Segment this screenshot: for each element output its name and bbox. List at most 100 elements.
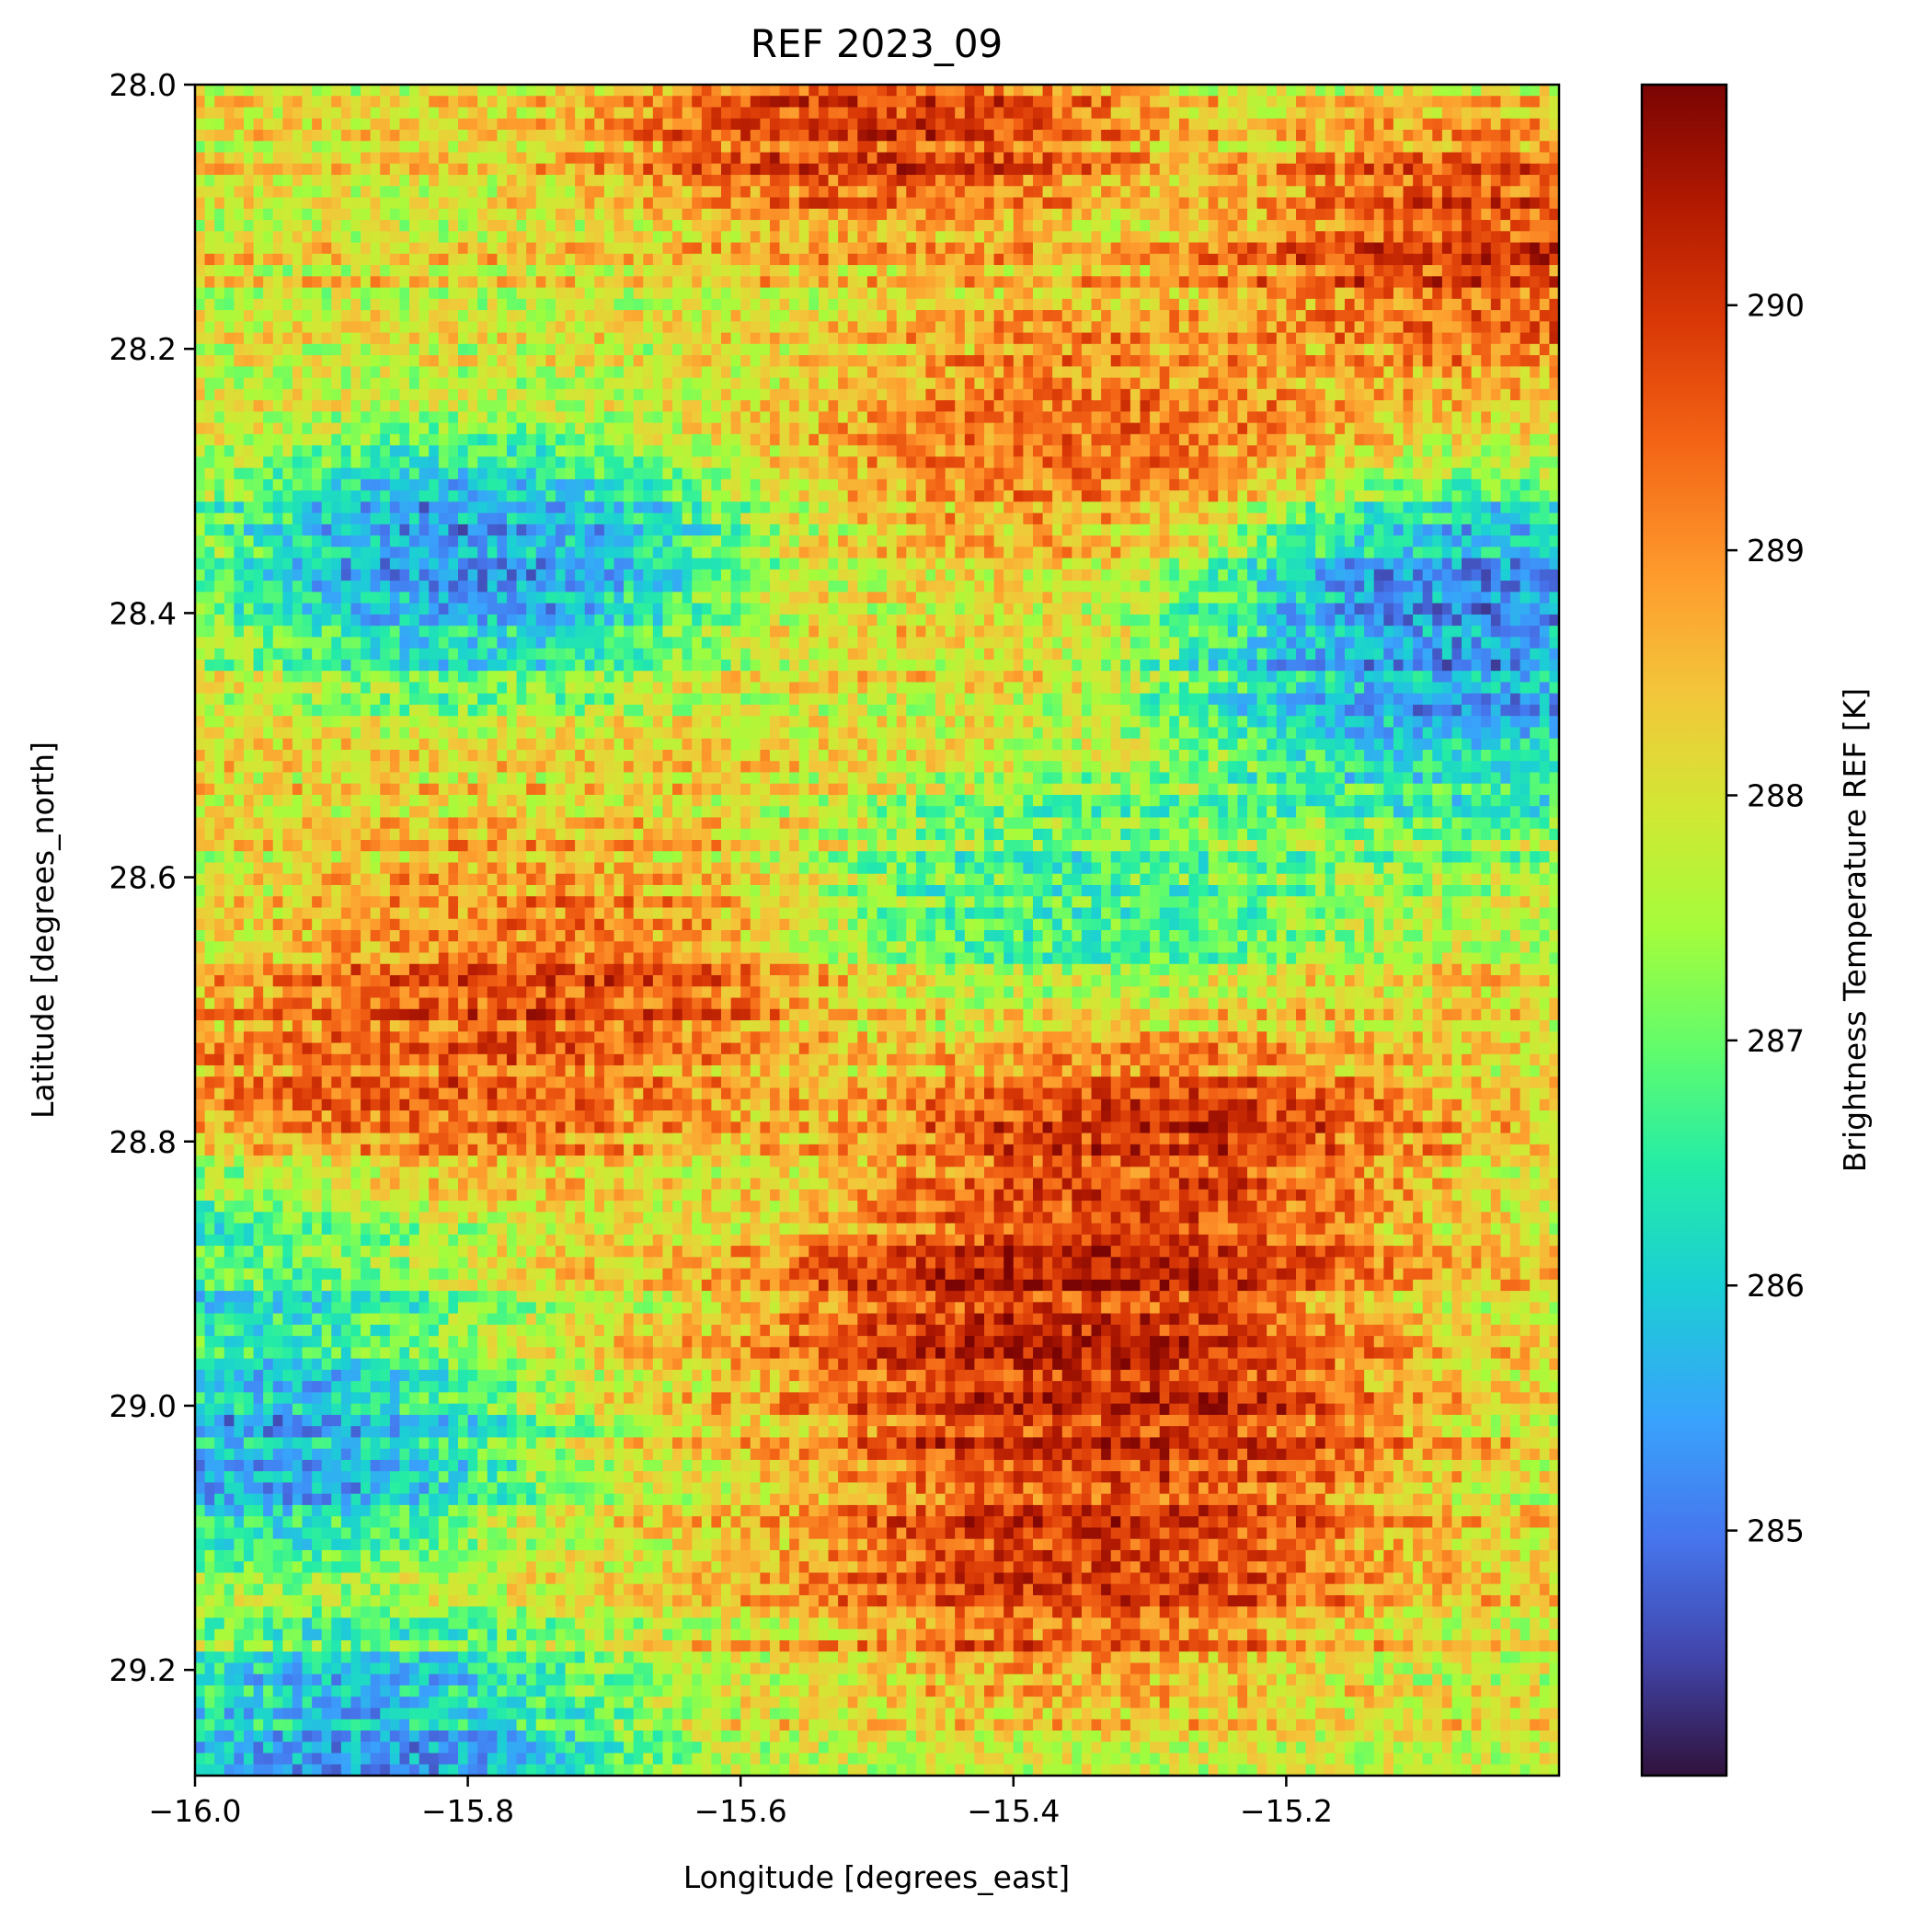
heatmap-cell xyxy=(1423,288,1433,300)
heatmap-cell xyxy=(1188,310,1198,322)
heatmap-cell xyxy=(838,400,848,412)
heatmap-cell xyxy=(1520,130,1531,142)
heatmap-cell xyxy=(1442,164,1452,176)
heatmap-cell xyxy=(575,175,585,187)
heatmap-cell xyxy=(906,389,916,401)
heatmap-cell xyxy=(371,175,381,187)
heatmap-cell xyxy=(819,108,829,120)
heatmap-cell xyxy=(390,265,400,277)
heatmap-cell xyxy=(1188,378,1198,390)
heatmap-cell xyxy=(760,411,770,423)
heatmap-cell xyxy=(819,153,829,165)
heatmap-cell xyxy=(799,310,809,322)
heatmap-cell xyxy=(439,164,449,176)
heatmap-cell xyxy=(244,141,254,153)
heatmap-cell xyxy=(545,153,556,165)
heatmap-cell xyxy=(380,186,390,198)
heatmap-cell xyxy=(1393,186,1404,198)
heatmap-cell xyxy=(292,85,303,97)
heatmap-cell xyxy=(867,175,877,187)
heatmap-cell xyxy=(1423,186,1433,198)
heatmap-cell xyxy=(1141,220,1151,232)
heatmap-cell xyxy=(1052,310,1062,322)
heatmap-cell xyxy=(1432,85,1442,97)
heatmap-cell xyxy=(1374,411,1384,423)
heatmap-cell xyxy=(1364,321,1374,333)
heatmap-cell xyxy=(1237,288,1247,300)
heatmap-cell xyxy=(1160,209,1170,221)
heatmap-cell xyxy=(711,175,721,187)
heatmap-cell xyxy=(946,108,956,120)
heatmap-cell xyxy=(312,423,322,435)
heatmap-cell xyxy=(1150,119,1160,131)
heatmap-cell xyxy=(653,130,663,142)
heatmap-cell xyxy=(1150,366,1160,378)
heatmap-cell xyxy=(399,175,409,187)
heatmap-cell xyxy=(526,119,536,131)
heatmap-cell xyxy=(1472,468,1482,480)
heatmap-cell xyxy=(1237,423,1247,435)
heatmap-cell xyxy=(634,198,644,210)
heatmap-cell xyxy=(1237,411,1247,423)
heatmap-cell xyxy=(819,198,829,210)
heatmap-cell xyxy=(1520,389,1531,401)
heatmap-cell xyxy=(1023,243,1033,255)
heatmap-cell xyxy=(224,456,235,468)
heatmap-cell xyxy=(1315,276,1325,288)
heatmap-cell xyxy=(994,288,1004,300)
heatmap-cell xyxy=(585,220,595,232)
heatmap-cell xyxy=(331,198,341,210)
heatmap-cell xyxy=(292,310,303,322)
heatmap-cell xyxy=(1043,321,1053,333)
heatmap-cell xyxy=(1023,456,1033,468)
heatmap-cell xyxy=(244,299,254,311)
heatmap-cell xyxy=(1257,321,1267,333)
heatmap-cell xyxy=(526,186,536,198)
heatmap-cell xyxy=(604,209,614,221)
heatmap-cell xyxy=(974,389,984,401)
heatmap-cell xyxy=(487,445,498,457)
heatmap-cell xyxy=(545,254,556,266)
heatmap-cell xyxy=(409,265,419,277)
heatmap-cell xyxy=(770,434,780,446)
heatmap-cell xyxy=(380,209,390,221)
heatmap-cell xyxy=(829,333,839,345)
heatmap-cell xyxy=(390,85,400,97)
heatmap-cell xyxy=(1500,445,1510,457)
heatmap-cell xyxy=(965,243,975,255)
heatmap-cell xyxy=(497,468,507,480)
heatmap-cell xyxy=(624,85,634,97)
heatmap-cell xyxy=(371,299,381,311)
heatmap-cell xyxy=(1374,288,1384,300)
heatmap-cell xyxy=(594,344,604,356)
heatmap-cell xyxy=(390,299,400,311)
heatmap-cell xyxy=(303,265,313,277)
heatmap-cell xyxy=(303,153,313,165)
heatmap-cell xyxy=(838,344,848,356)
heatmap-cell xyxy=(1500,333,1510,345)
heatmap-cell xyxy=(780,209,790,221)
heatmap-cell xyxy=(195,243,205,255)
heatmap-cell xyxy=(916,310,926,322)
heatmap-cell xyxy=(808,445,819,457)
heatmap-cell xyxy=(1228,153,1238,165)
heatmap-cell xyxy=(877,265,888,277)
heatmap-cell xyxy=(799,299,809,311)
heatmap-cell xyxy=(322,220,332,232)
heatmap-cell xyxy=(322,310,332,322)
heatmap-cell xyxy=(1355,333,1365,345)
heatmap-cell xyxy=(399,366,409,378)
heatmap-cell xyxy=(1218,209,1228,221)
heatmap-cell xyxy=(994,209,1004,221)
heatmap-cell xyxy=(935,434,946,446)
heatmap-cell xyxy=(1111,186,1121,198)
heatmap-cell xyxy=(1111,321,1121,333)
heatmap-cell xyxy=(477,108,487,120)
heatmap-cell xyxy=(1218,299,1228,311)
heatmap-cell xyxy=(439,141,449,153)
heatmap-cell xyxy=(760,153,770,165)
heatmap-cell xyxy=(1423,445,1433,457)
heatmap-cell xyxy=(399,96,409,108)
heatmap-cell xyxy=(487,175,498,187)
heatmap-cell xyxy=(780,321,790,333)
